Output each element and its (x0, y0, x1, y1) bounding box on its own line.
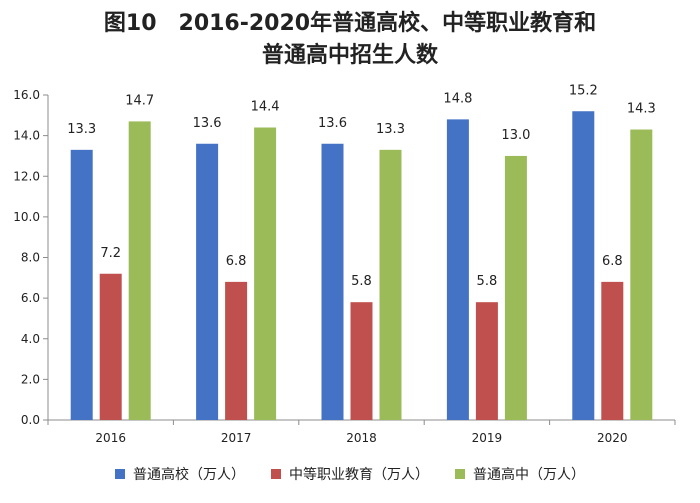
bar (504, 155, 527, 420)
legend-swatch-universities (115, 469, 125, 479)
data-label: 13.3 (376, 122, 405, 137)
legend-label-vocational: 中等职业教育（万人） (289, 467, 429, 483)
y-tick-label: 14.0 (13, 129, 40, 143)
data-label: 6.8 (226, 254, 247, 269)
y-tick-label: 0.0 (21, 413, 40, 427)
legend-label-high-school: 普通高中（万人） (473, 467, 585, 483)
bar (350, 302, 373, 420)
x-tick-label: 2018 (346, 431, 377, 445)
legend-label-universities: 普通高校（万人） (133, 467, 245, 483)
bar (70, 149, 93, 420)
bar (446, 119, 469, 420)
bar (128, 121, 151, 420)
legend-swatch-vocational (271, 469, 281, 479)
bar (572, 111, 595, 420)
legend-swatch-high-school (455, 469, 465, 479)
data-label: 13.0 (501, 128, 530, 143)
data-label: 5.8 (477, 274, 498, 289)
bar (475, 302, 498, 420)
chart-legend: 普通高校（万人） 中等职业教育（万人） 普通高中（万人） (0, 464, 700, 484)
chart-title: 图10 2016-2020年普通高校、中等职业教育和 普通高中招生人数 (0, 8, 700, 72)
x-tick-label: 2019 (472, 431, 503, 445)
x-tick-label: 2016 (95, 431, 126, 445)
data-label: 13.6 (193, 116, 222, 131)
bar (196, 143, 219, 420)
legend-item-high-school: 普通高中（万人） (455, 464, 585, 484)
y-tick-label: 8.0 (21, 251, 40, 265)
data-label: 5.8 (351, 274, 372, 289)
data-label: 13.6 (318, 116, 347, 131)
y-tick-label: 6.0 (21, 291, 40, 305)
legend-item-universities: 普通高校（万人） (115, 464, 245, 484)
y-tick-label: 16.0 (13, 88, 40, 102)
data-label: 6.8 (602, 254, 623, 269)
data-label: 14.7 (125, 93, 154, 108)
data-label: 15.2 (569, 83, 598, 98)
data-label: 14.4 (251, 100, 280, 115)
bar (379, 149, 402, 420)
bar (99, 273, 122, 420)
data-label: 13.3 (67, 122, 96, 137)
data-label: 7.2 (100, 246, 121, 261)
chart-title-line1: 图10 2016-2020年普通高校、中等职业教育和 (103, 11, 597, 36)
bar (225, 281, 248, 420)
legend-item-vocational: 中等职业教育（万人） (271, 464, 429, 484)
x-tick-label: 2020 (597, 431, 628, 445)
y-tick-label: 4.0 (21, 332, 40, 346)
y-tick-label: 2.0 (21, 372, 40, 386)
bar (630, 129, 653, 420)
data-label: 14.8 (443, 91, 472, 106)
bar (601, 281, 624, 420)
y-tick-label: 12.0 (13, 169, 40, 183)
x-tick-label: 2017 (221, 431, 252, 445)
y-tick-label: 10.0 (13, 210, 40, 224)
chart-title-line2: 普通高中招生人数 (261, 43, 438, 68)
bar (321, 143, 344, 420)
data-label: 14.3 (627, 102, 656, 117)
bar (254, 127, 277, 420)
